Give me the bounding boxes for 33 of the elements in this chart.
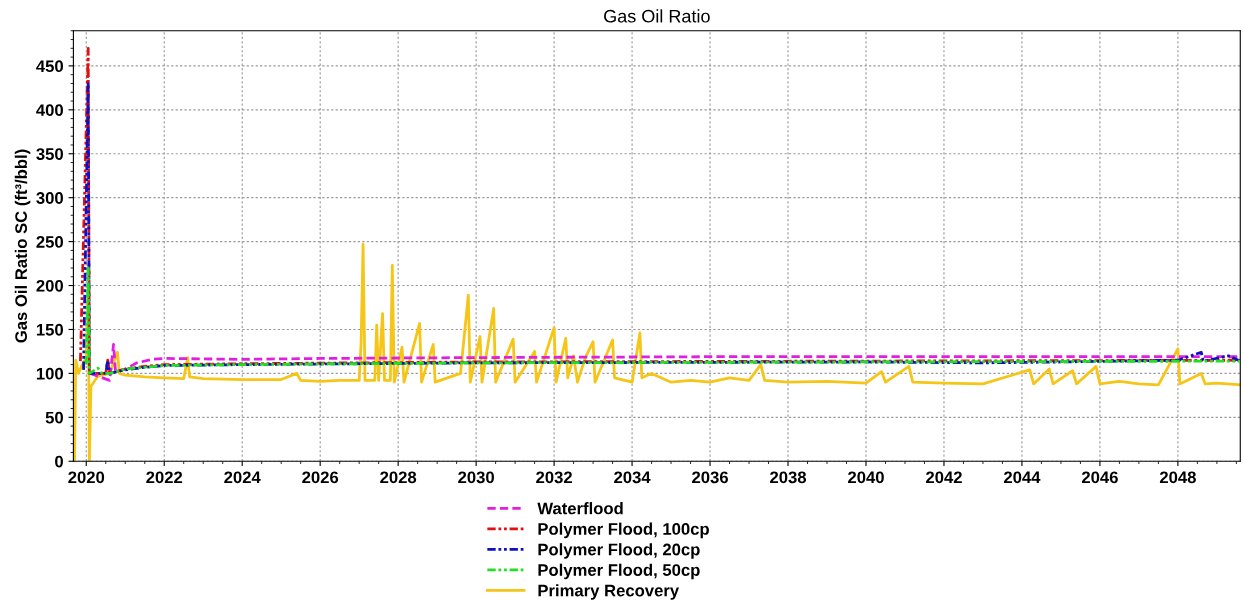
y-axis-title: Gas Oil Ratio SC (ft³/bbl) [14, 149, 31, 343]
legend-label: Polymer Flood, 20cp [538, 543, 700, 559]
x-tick-label: 2038 [770, 471, 807, 484]
y-tick-label: 450 [36, 60, 63, 73]
chart-title: Gas Oil Ratio [604, 9, 710, 23]
y-tick-label: 250 [36, 236, 63, 248]
x-tick-label: 2036 [692, 471, 728, 484]
x-tick-label: 2028 [380, 471, 417, 484]
line-series [84, 266, 1241, 375]
y-tick-label: 150 [36, 323, 63, 336]
x-tick-label: 2030 [458, 471, 494, 484]
legend-label: Polymer Flood, 100cp [538, 522, 709, 539]
legend-label: Waterflood [537, 502, 623, 515]
x-tick-label: 2024 [224, 471, 261, 484]
legend-label: Primary Recovery [538, 584, 680, 600]
y-tick-label: 100 [36, 367, 63, 380]
x-tick-label: 2044 [1003, 471, 1041, 484]
y-tick-label: 350 [36, 148, 63, 160]
y-tick-label: 200 [36, 279, 63, 292]
x-tick-label: 2034 [614, 471, 651, 484]
x-tick-label: 2046 [1081, 471, 1118, 484]
x-tick-label: 2042 [926, 471, 962, 484]
y-tick-label: 300 [36, 192, 63, 204]
legend-label: Polymer Flood, 50cp [538, 563, 700, 580]
y-tick-label: 50 [45, 411, 63, 424]
y-tick-label: 0 [55, 455, 63, 468]
x-tick-label: 2048 [1159, 471, 1196, 484]
x-tick-label: 2026 [302, 471, 339, 484]
x-tick-label: 2022 [146, 471, 183, 484]
y-tick-label: 400 [36, 104, 63, 117]
x-tick-label: 2032 [536, 471, 572, 484]
x-tick-label: 2020 [68, 471, 105, 484]
x-tick-label: 2040 [848, 471, 884, 484]
